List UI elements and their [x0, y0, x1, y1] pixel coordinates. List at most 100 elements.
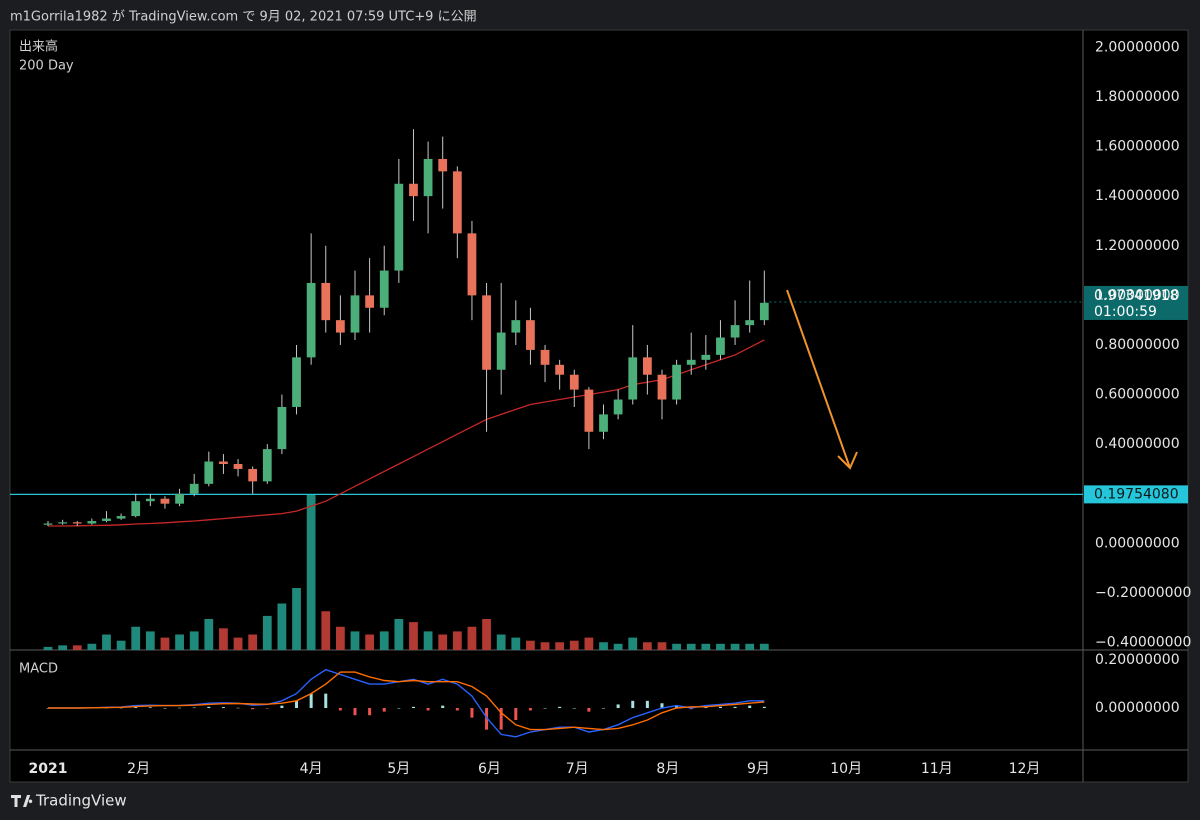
y-tick-label: 1.40000000: [1095, 188, 1180, 204]
candle-body: [131, 501, 141, 517]
candle-body: [686, 359, 696, 365]
candle-body: [599, 414, 608, 432]
brand: TradingView: [35, 792, 127, 810]
candle-body: [409, 183, 418, 197]
volume-bar: [482, 619, 491, 650]
candle-body: [321, 282, 331, 321]
volume-bar: [599, 642, 608, 650]
macd-histogram-bar: [280, 705, 284, 709]
macd-histogram-bar: [207, 706, 211, 709]
macd-histogram-bar: [324, 693, 328, 709]
last-price-box: [1084, 285, 1188, 320]
macd-histogram-bar: [441, 705, 445, 709]
macd-tick-label: 0.00000000: [1095, 700, 1180, 716]
candle-body: [438, 158, 448, 172]
candle-body: [175, 493, 184, 504]
volume-bar: [87, 643, 97, 650]
candle-body: [262, 449, 272, 482]
volume-bar: [335, 626, 345, 650]
volume-label: 出来高: [19, 39, 58, 55]
volume-bar: [306, 495, 316, 650]
macd-histogram-bar: [616, 704, 620, 709]
candle-body: [526, 320, 535, 350]
candle-body: [160, 498, 170, 504]
volume-bar: [526, 640, 535, 650]
macd-histogram-bar: [148, 707, 152, 709]
candle-body: [584, 389, 594, 432]
candle-body: [292, 357, 301, 407]
x-tick-label: 2021: [29, 761, 68, 777]
x-tick-label: 9月: [747, 761, 770, 777]
logo: [11, 795, 33, 807]
y-tick-label: 0.00000000: [1095, 535, 1180, 551]
candle-body: [701, 354, 711, 360]
macd-histogram-bar: [192, 707, 196, 709]
macd-histogram-bar: [309, 693, 313, 709]
macd-histogram-bar: [163, 708, 167, 709]
x-tick-label: 4月: [300, 761, 323, 777]
volume-bar: [277, 603, 287, 650]
ma-line: [48, 339, 765, 527]
macd-histogram-bar: [602, 708, 606, 709]
x-tick-label: 2月: [127, 761, 150, 777]
volume-bar: [189, 631, 199, 650]
volume-bar: [642, 642, 652, 650]
macd-histogram-bar: [265, 708, 269, 709]
x-tick-label: 8月: [656, 761, 679, 777]
volume-bar: [350, 631, 360, 650]
volume-bar: [745, 643, 755, 650]
macd-histogram-bar: [295, 700, 299, 709]
macd-histogram-bar: [382, 708, 386, 712]
volume-bar: [423, 631, 433, 650]
volume-bar: [613, 643, 623, 650]
macd-label: MACD: [19, 662, 58, 677]
candle-body: [642, 357, 652, 375]
volume-bar: [540, 642, 550, 650]
macd-histogram-bar: [499, 708, 503, 730]
y-tick-label: 0.60000000: [1095, 387, 1180, 403]
volume-bar: [438, 634, 448, 650]
volume-bar: [759, 643, 769, 650]
candle-body: [482, 295, 491, 370]
volume-bar: [262, 615, 272, 650]
volume-bar: [394, 619, 404, 650]
x-tick-label: 5月: [387, 761, 410, 777]
arrow-annotation: [786, 289, 858, 470]
x-tick-label: 7月: [566, 761, 589, 777]
candle-body: [657, 374, 667, 400]
y-tick-label: −0.40000000: [1095, 635, 1191, 651]
volume-bar: [160, 637, 170, 650]
candle-body: [613, 399, 623, 415]
volume-bar: [730, 643, 740, 650]
macd-histogram-bar: [178, 707, 182, 709]
candle-body: [43, 523, 53, 525]
volume-bar: [657, 642, 667, 650]
chart-frame: [9, 29, 1189, 783]
hline-label: 0.19754080: [1094, 486, 1179, 502]
candle-body: [540, 349, 550, 365]
candle-body: [452, 171, 462, 234]
volume-bar: [452, 631, 462, 650]
candle-body: [87, 521, 97, 524]
y-tick-label: 1.20000000: [1095, 238, 1180, 254]
last-price-label: 0.97341918: [1094, 288, 1179, 304]
volume-bar: [701, 643, 711, 650]
macd-histogram-bar: [455, 708, 459, 711]
header-text: m1Gorrila1982 が TradingView.com で 9月 02,…: [10, 10, 477, 25]
candle-body: [189, 483, 199, 494]
volume-bar: [116, 640, 126, 650]
volume-bar: [716, 643, 725, 650]
candle-body: [759, 302, 769, 321]
macd-histogram-bar: [514, 708, 518, 721]
macd-histogram-bar: [134, 707, 138, 709]
volume-bar: [102, 634, 111, 650]
volume-bar: [409, 622, 418, 650]
candle-body: [233, 464, 243, 469]
macd-histogram-bar: [368, 708, 372, 716]
volume-bar: [569, 640, 579, 650]
x-tick-label: 12月: [1009, 761, 1041, 777]
signal-line: [48, 671, 765, 731]
macd-histogram-bar: [353, 708, 357, 716]
macd-histogram-bar: [718, 706, 722, 709]
hline-label-box: [1084, 485, 1188, 504]
